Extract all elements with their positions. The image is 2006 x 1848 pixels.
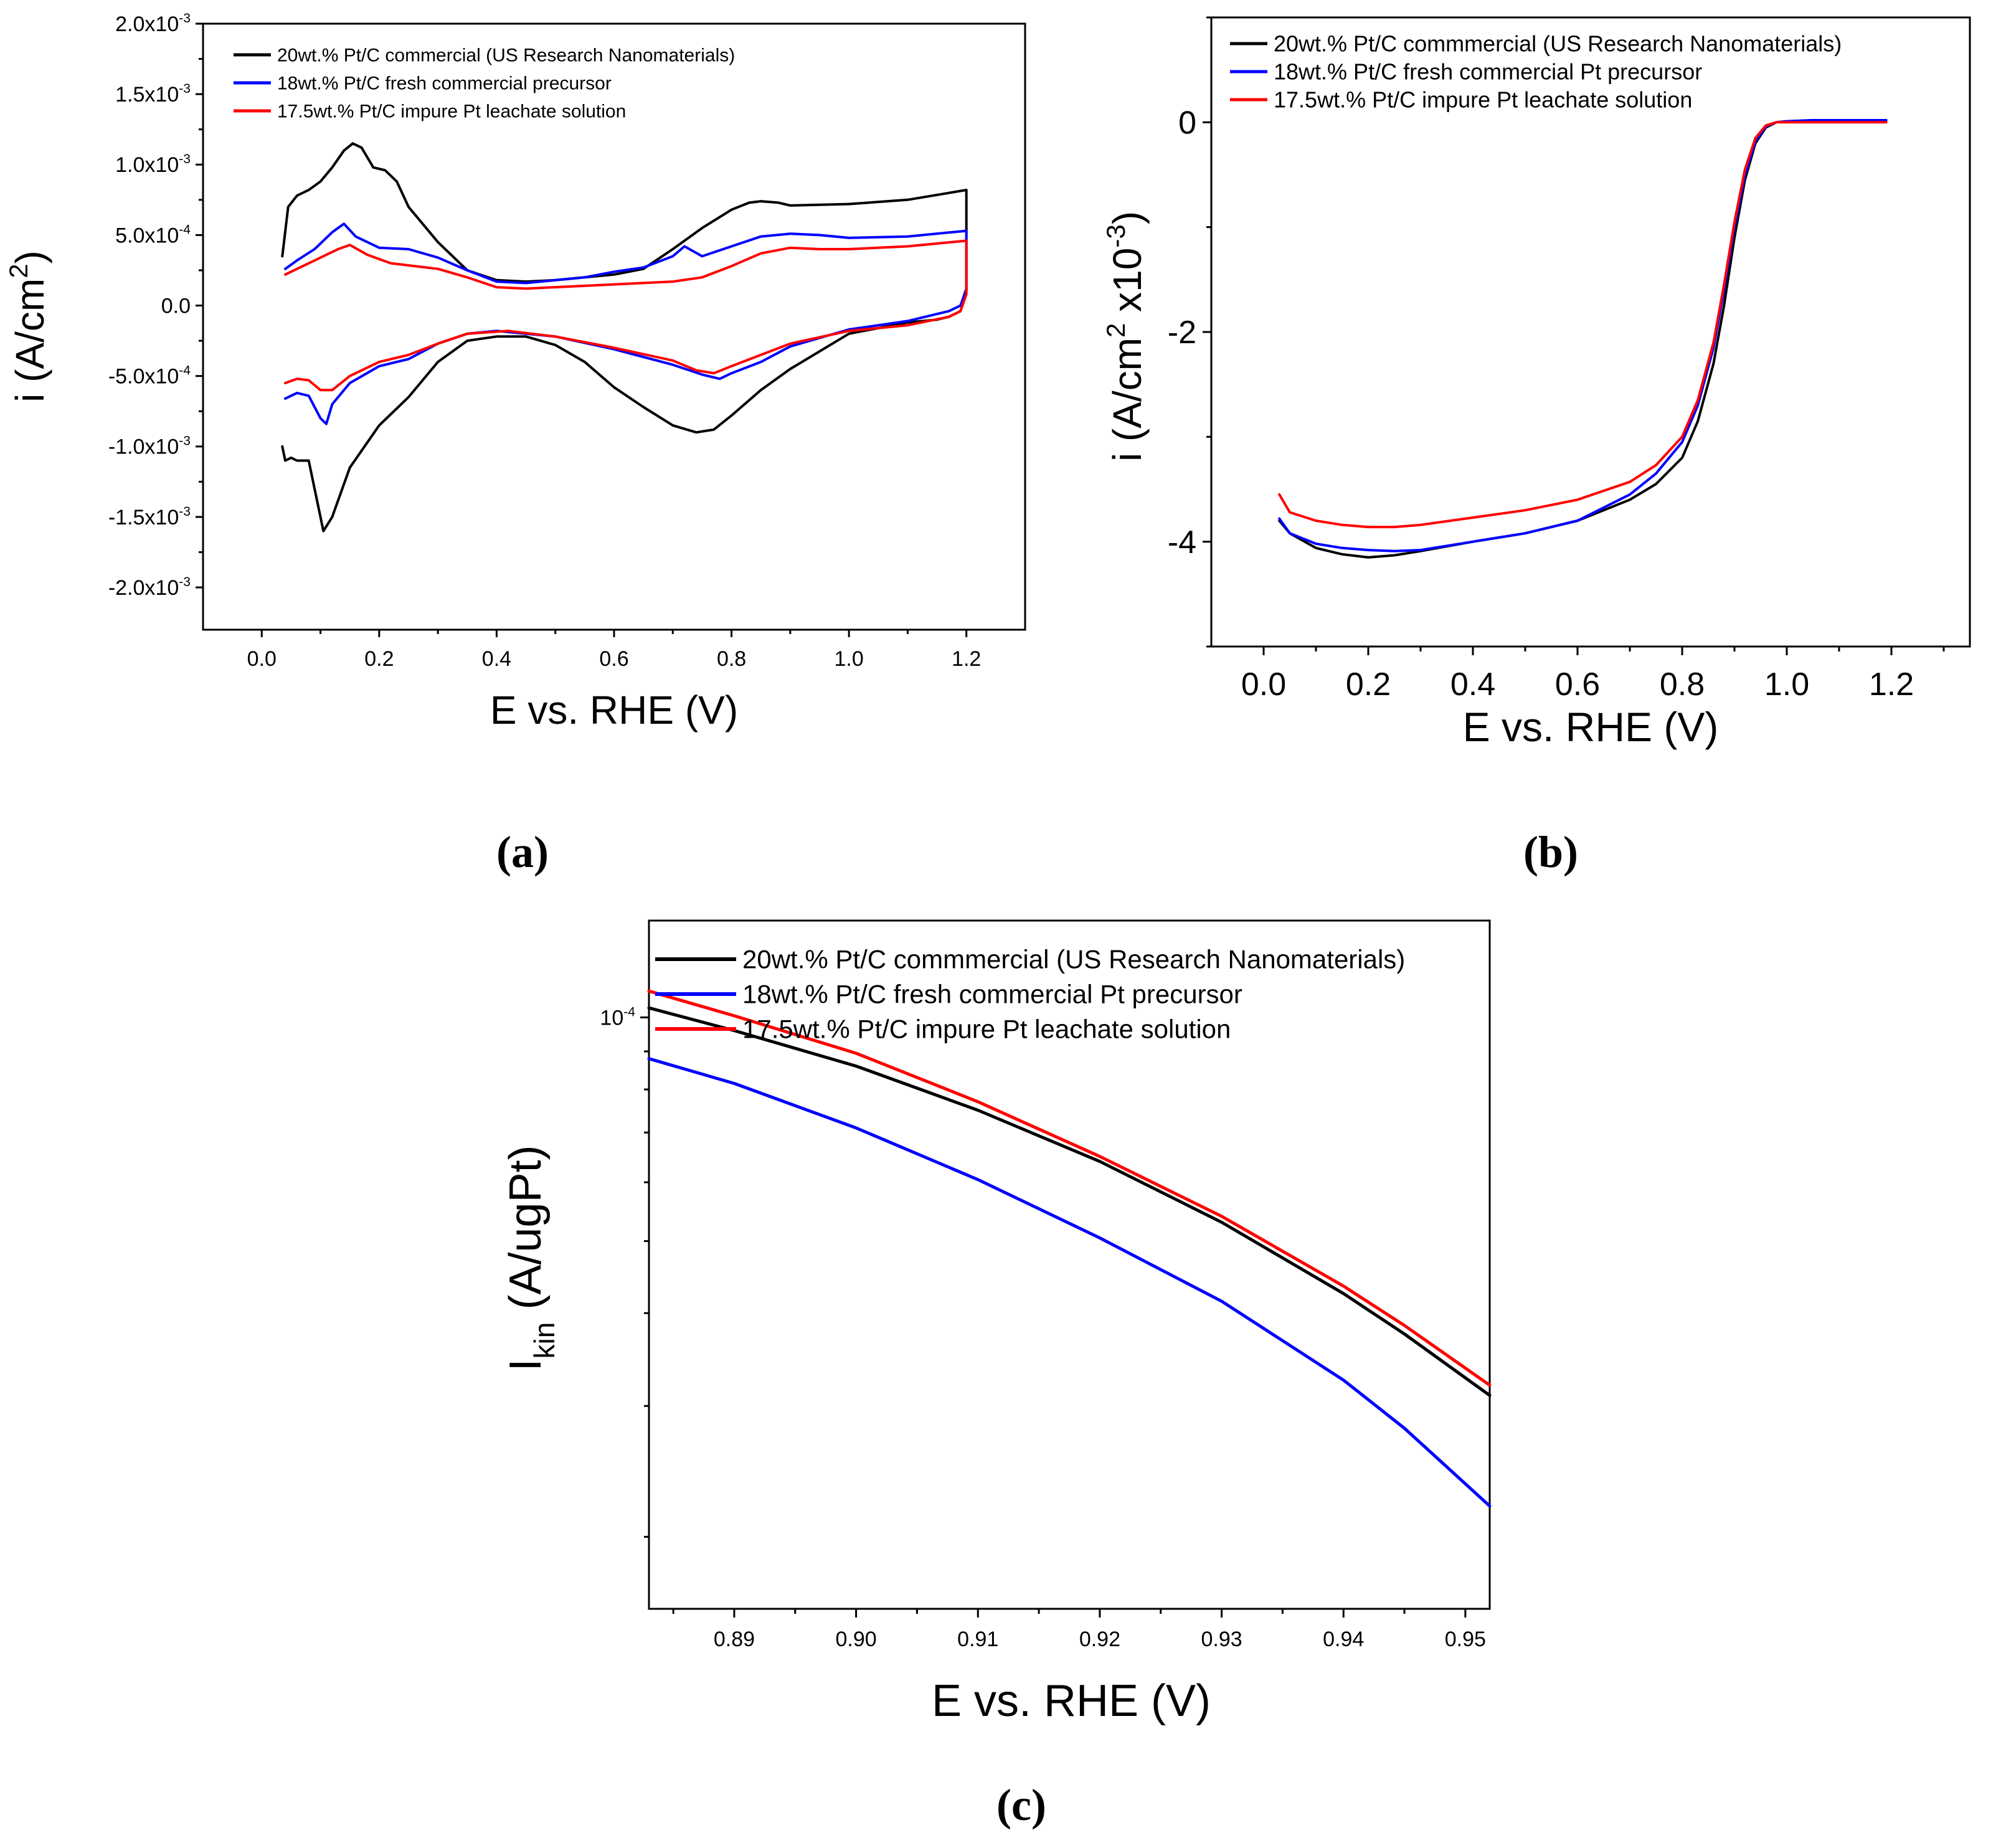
x-tick-label: 0.0 [1241, 666, 1286, 703]
panel-a-legend: 20wt.% Pt/C commercial (US Research Nano… [234, 45, 735, 122]
x-tick-label: 0.95 [1445, 1628, 1486, 1651]
x-tick-label: 0.0 [247, 647, 277, 671]
x-tick-label: 1.0 [835, 647, 864, 671]
x-tick-label: 0.2 [364, 647, 394, 671]
y-tick-label: -5.0x10-4 [108, 364, 191, 389]
panel-b-ticks: 0.0 0.2 0.4 0.6 0.8 1.0 1.2 0 -2 -4 [1168, 16, 1945, 703]
y-tick-label: -1.5x10-3 [108, 505, 191, 529]
x-tick-label: 0.6 [599, 647, 628, 671]
series-line-2 [284, 222, 968, 425]
x-tick-label: 0.93 [1201, 1628, 1242, 1651]
x-tick-label: 0.91 [957, 1628, 998, 1651]
panel-b-y-axis-title: i (A/cm2 x10-3) [1101, 211, 1150, 462]
panel-a-y-axis-title: i (A/cm2) [4, 250, 52, 402]
panel-c-plot-frame [648, 919, 1491, 1610]
panel-a-ticks: 0.0 0.2 0.4 0.6 0.8 1.0 1.2 2.0x10-3 1.5x10-3 1.0… [108, 11, 982, 671]
panel-b-x-axis-title: E vs. RHE (V) [1463, 704, 1719, 750]
panel-c-series [647, 989, 1492, 1508]
x-tick-label: 1.2 [1869, 666, 1914, 703]
panel-c-y-axis-title: Ikin (A/ugPt) [501, 1145, 561, 1372]
legend-label-3: 17.5wt.% Pt/C impure Pt leachate solutio… [742, 1015, 1231, 1044]
panel-a-series [281, 142, 968, 533]
y-tick-label: 2.0x10-3 [115, 11, 191, 36]
legend-label-2: 18wt.% Pt/C fresh commercial Pt precurso… [742, 980, 1242, 1009]
y-tick-label: 5.0x10-4 [115, 222, 191, 247]
x-tick-label: 0.4 [482, 647, 511, 671]
y-tick-label: 10-4 [600, 1005, 635, 1030]
y-tick-label: -2.0x10-3 [108, 575, 191, 600]
y-tick-label: 1.5x10-3 [115, 82, 191, 107]
x-tick-label: 0.6 [1555, 666, 1600, 703]
panel-b-label: (b) [1523, 827, 1578, 877]
panel-a-chart: 0.0 0.2 0.4 0.6 0.8 1.0 1.2 2.0x10-3 1.5x10-3 1.0… [4, 11, 1026, 877]
y-tick-label: 1.0x10-3 [115, 152, 191, 177]
legend-label-3: 17.5wt.% Pt/C impure Pt leachate solutio… [1274, 87, 1692, 113]
y-tick-label: -2 [1168, 315, 1196, 351]
y-tick-label: -4 [1168, 524, 1196, 561]
panel-c-label: (c) [996, 1780, 1046, 1830]
panel-c-legend: 20wt.% Pt/C commmercial (US Research Nan… [655, 945, 1405, 1044]
x-tick-label: 0.8 [717, 647, 746, 671]
y-tick-label: 0 [1178, 105, 1196, 141]
legend-label-2: 18wt.% Pt/C fresh commercial precursor [277, 73, 612, 94]
panel-b-legend: 20wt.% Pt/C commmercial (US Research Nan… [1230, 31, 1842, 113]
series-line-3 [647, 989, 1492, 1387]
x-tick-label: 0.94 [1323, 1628, 1364, 1651]
series-line-2 [647, 1057, 1492, 1508]
panel-c-x-axis-title: E vs. RHE (V) [932, 1676, 1211, 1726]
y-tick-label: 0.0 [161, 294, 191, 318]
legend-label-2: 18wt.% Pt/C fresh commercial Pt precurso… [1274, 59, 1702, 85]
x-tick-label: 0.2 [1346, 666, 1391, 703]
panel-c-ticks: 0.89 0.90 0.91 0.92 0.93 0.94 0.95 10-4 [600, 1005, 1486, 1651]
legend-label-1: 20wt.% Pt/C commercial (US Research Nano… [277, 45, 735, 66]
panel-b-series [1278, 119, 1888, 559]
x-tick-label: 1.0 [1764, 666, 1809, 703]
legend-label-1: 20wt.% Pt/C commmercial (US Research Nan… [1274, 31, 1842, 57]
legend-label-1: 20wt.% Pt/C commmercial (US Research Nan… [742, 945, 1405, 974]
x-tick-label: 0.4 [1450, 666, 1495, 703]
series-line-3 [284, 239, 968, 392]
legend-label-3: 17.5wt.% Pt/C impure Pt leachate solutio… [277, 102, 626, 122]
series-line-1 [647, 1006, 1492, 1397]
x-tick-label: 0.92 [1079, 1628, 1120, 1651]
x-tick-label: 0.89 [714, 1628, 755, 1651]
panel-a-label: (a) [496, 827, 549, 877]
panel-a-x-axis-title: E vs. RHE (V) [490, 688, 738, 732]
panel-c-chart: 0.89 0.90 0.91 0.92 0.93 0.94 0.95 10-4 20wt.% … [501, 919, 1492, 1830]
x-tick-label: 0.90 [836, 1628, 877, 1651]
x-tick-label: 0.8 [1660, 666, 1705, 703]
panel-b-chart: 0.0 0.2 0.4 0.6 0.8 1.0 1.2 0 -2 -4 20wt.% Pt/C c… [1101, 16, 1971, 877]
x-tick-label: 1.2 [952, 647, 981, 671]
y-tick-label: -1.0x10-3 [108, 434, 191, 459]
series-line-3 [1278, 121, 1888, 529]
